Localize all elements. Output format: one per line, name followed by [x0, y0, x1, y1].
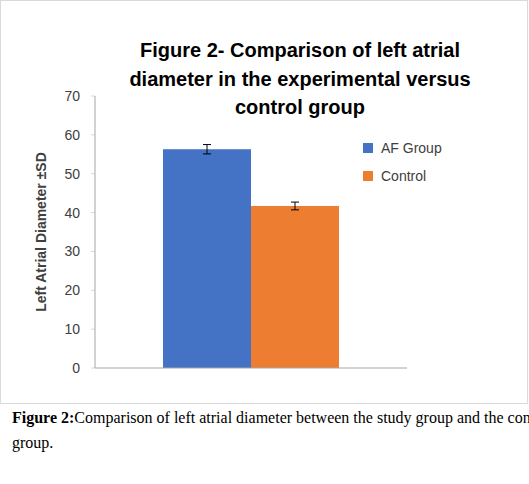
- y-tick: [91, 251, 95, 252]
- caption-text: group.: [12, 434, 53, 452]
- error-cap: [203, 153, 211, 154]
- chart-title: Figure 2- Comparison of left atrial diame…: [129, 39, 470, 118]
- y-tick: [91, 368, 95, 369]
- y-tick: [91, 290, 95, 291]
- y-tick: [91, 329, 95, 330]
- y-tick: [91, 212, 95, 213]
- legend-label: Control: [381, 168, 426, 184]
- y-tick-label: 60: [64, 127, 80, 143]
- y-tick-label: 20: [64, 282, 80, 298]
- error-stem: [295, 202, 296, 210]
- caption-label: Figure 2:: [12, 409, 74, 427]
- y-tick-label: 30: [64, 243, 80, 259]
- chart-root: Figure 2- Comparison of left atrial diame…: [0, 0, 529, 484]
- x-axis: [95, 368, 407, 369]
- bar: [163, 149, 251, 368]
- error-cap: [291, 209, 299, 210]
- error-bar: [203, 145, 211, 154]
- y-tick-label: 70: [64, 88, 80, 104]
- y-tick: [91, 96, 95, 97]
- y-axis-label: Left Atrial Diameter ±SD: [33, 152, 49, 312]
- legend-label: AF Group: [381, 140, 442, 156]
- y-tick-label: 40: [64, 205, 80, 221]
- y-axis: [95, 96, 96, 368]
- legend-swatch: [363, 171, 373, 181]
- title-line: diameter in the experimental versus: [129, 68, 470, 90]
- y-tick: [91, 134, 95, 135]
- title-line: Figure 2- Comparison of left atrial: [140, 39, 460, 61]
- error-bar: [291, 202, 299, 210]
- legend-swatch: [363, 143, 373, 153]
- error-cap: [203, 144, 211, 145]
- bar: [251, 206, 339, 368]
- y-tick-label: 50: [64, 166, 80, 182]
- caption-text: Comparison of left atrial diameter betwe…: [74, 409, 529, 427]
- plot-marks: [163, 145, 339, 368]
- title-line: control group: [235, 96, 365, 118]
- y-tick-label: 0: [72, 360, 80, 376]
- y-tick-label: 10: [64, 321, 80, 337]
- error-stem: [207, 145, 208, 154]
- chart-frame: [1, 1, 528, 404]
- y-tick: [91, 173, 95, 174]
- error-cap: [291, 202, 299, 203]
